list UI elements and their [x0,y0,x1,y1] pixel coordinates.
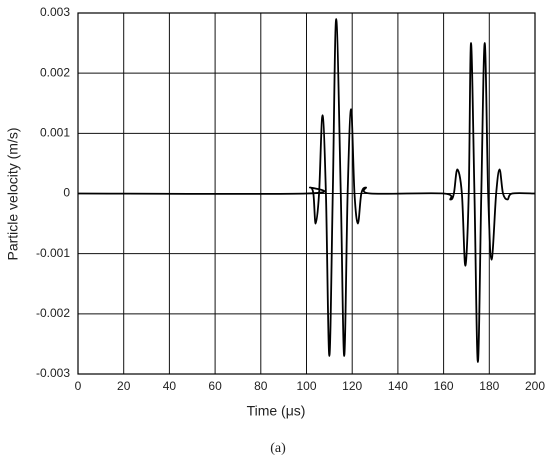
x-tick-label: 160 [434,379,454,393]
x-tick-label: 40 [163,379,177,393]
x-tick-label: 60 [208,379,222,393]
x-tick-label: 100 [296,379,316,393]
y-tick-label: -0.002 [36,306,70,320]
y-tick-label: 0 [63,186,70,200]
y-tick-label: -0.003 [36,366,70,380]
x-tick-label: 0 [75,379,82,393]
y-tick-label: 0.003 [40,5,70,19]
x-tick-label: 200 [525,379,545,393]
x-tick-label: 180 [479,379,499,393]
x-axis-label: Time (μs) [247,403,306,419]
y-tick-label: -0.001 [36,246,70,260]
caption: (a) [270,441,286,456]
y-axis-label: Particle velocity (m/s) [5,127,21,260]
y-tick-label: 0.001 [40,126,70,140]
line [77,18,536,363]
x-tick-label: 20 [117,379,131,393]
y-tick-label: 0.002 [40,65,70,79]
x-tick-label: 120 [342,379,362,393]
x-tick-label: 80 [254,379,268,393]
x-tick-label: 140 [388,379,408,393]
